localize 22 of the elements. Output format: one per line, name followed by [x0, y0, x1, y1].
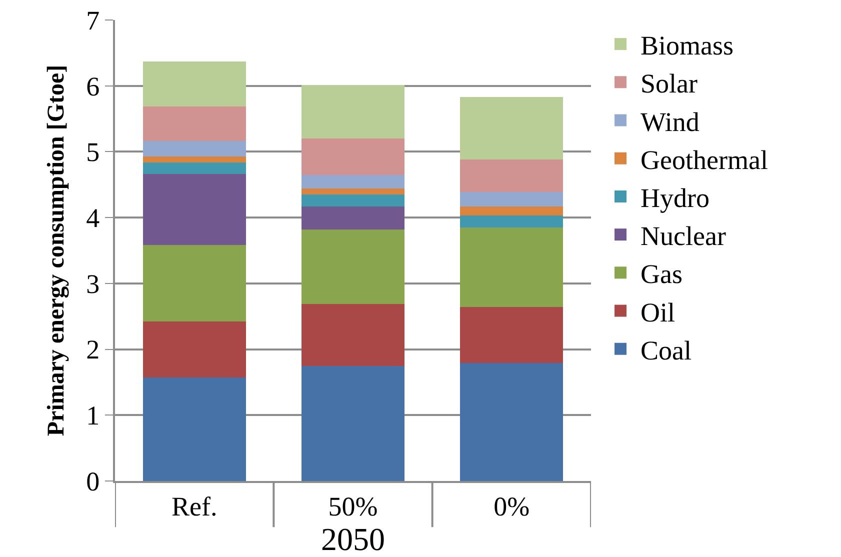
y-tick-label: 3 — [86, 268, 100, 299]
legend-label: Biomass — [640, 30, 734, 61]
legend-label: Oil — [640, 297, 676, 328]
y-tick-label: 0 — [86, 466, 100, 496]
y-tick-label: 6 — [86, 71, 100, 102]
y-tick-label: 5 — [86, 137, 100, 168]
legend-label: Wind — [640, 106, 700, 137]
legend-label: Hydro — [640, 182, 710, 213]
legend-label: Gas — [640, 259, 683, 290]
x-tick-label: 0% — [494, 491, 530, 522]
y-tick-label: 2 — [86, 334, 100, 365]
y-axis-title: Primary energy consumption [Gtoe] — [44, 64, 70, 436]
y-tick-label: 1 — [86, 400, 100, 431]
legend-label: Coal — [640, 335, 692, 366]
legend-label: Solar — [640, 68, 698, 99]
x-axis-title: 2050 — [321, 521, 385, 557]
x-tick-label: Ref. — [171, 491, 218, 522]
legend-label: Geothermal — [640, 144, 768, 175]
legend-label: Nuclear — [640, 221, 726, 252]
y-tick-label: 7 — [86, 5, 100, 36]
x-tick-label: 50% — [328, 491, 378, 522]
y-tick-label: 4 — [86, 203, 100, 234]
